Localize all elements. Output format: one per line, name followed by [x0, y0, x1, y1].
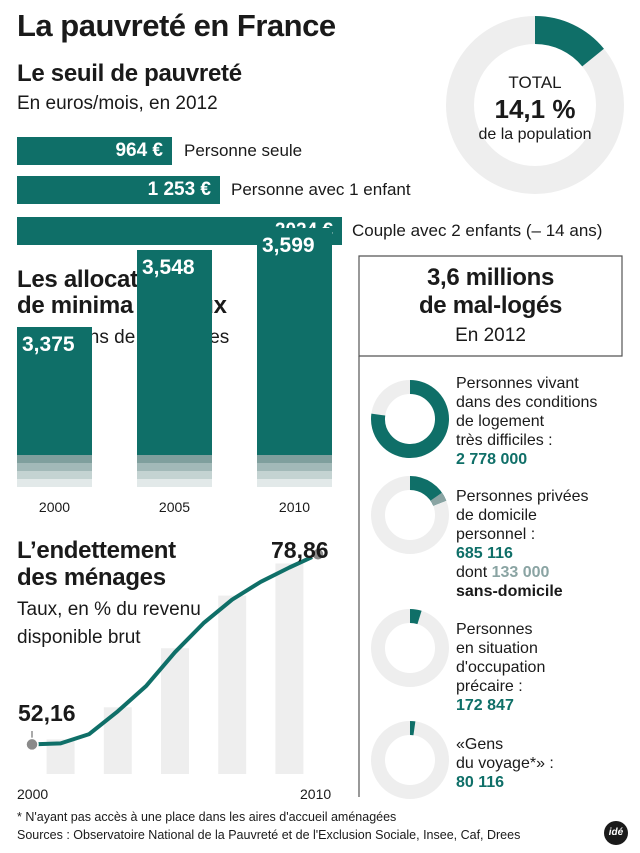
dette-bg-column	[218, 595, 247, 774]
minima-bar-2005	[137, 250, 212, 487]
footnote: * N'ayant pas accès à une place dans les…	[17, 810, 397, 824]
dette-point	[311, 547, 325, 562]
minima-bar-stripe	[17, 470, 92, 479]
seuil-bar-personne-seule: 964 €	[17, 137, 172, 165]
minima-bar-stripe	[137, 454, 212, 463]
mallog-subtitle: En 2012	[455, 325, 526, 346]
mallog-frame	[358, 255, 623, 797]
minima-year-label: 2005	[158, 499, 191, 515]
dette-subtitle-line2: disponible brut	[17, 627, 141, 648]
minima-bar-stripe	[257, 470, 332, 479]
mallog-ring	[371, 380, 449, 458]
mallog-item-text: «Gens	[456, 736, 504, 753]
mallog-item-text: très difficiles :	[456, 432, 553, 449]
dette-point	[25, 737, 39, 752]
dette-bg-column	[275, 563, 304, 774]
mallog-item-text: Personnes privées	[456, 488, 589, 505]
dette-end-label: 78,86	[271, 537, 329, 563]
mallog-item-number: 685 116	[456, 545, 513, 562]
total-caption: de la population	[478, 126, 592, 143]
mallog-item-text: personnel :	[456, 526, 536, 543]
mallog-item-text: dans des conditions	[456, 394, 598, 411]
seuil-subtitle: En euros/mois, en 2012	[17, 93, 218, 114]
minima-bar-2010	[257, 227, 332, 487]
mallog-item-text: d'occupation	[456, 659, 546, 676]
seuil-bar-label: Personne seule	[184, 141, 303, 160]
dette-x-end: 2010	[300, 786, 332, 802]
seuil-bar-label: Personne avec 1 enfant	[231, 180, 411, 199]
minima-bar-value: 3,548	[142, 256, 195, 280]
mallog-ring-slice	[371, 380, 449, 458]
dette-chart	[25, 547, 325, 774]
seuil-bar-personne-enfant: 1 253 €	[17, 176, 220, 204]
mallog-ring-track	[371, 721, 449, 799]
mallog-ring	[371, 608, 449, 687]
mallog-ring-sub-slice	[430, 492, 447, 506]
minima-bar-stripe	[137, 470, 212, 479]
mallog-item-text: précaire :	[456, 678, 523, 695]
minima-bar-stripe	[137, 478, 212, 487]
total-donut-slice	[534, 16, 604, 67]
ide-logo: idé	[604, 821, 628, 845]
seuil-bar-label: Couple avec 2 enfants (– 14 ans)	[352, 221, 603, 240]
mallog-item-text: du voyage*» :	[456, 755, 554, 772]
mallog-item-sub-number: 133 000	[491, 564, 550, 581]
mallog-item-dont: dont 133 000	[456, 563, 589, 582]
mallog-title-line1: 3,6 millions	[426, 264, 555, 291]
mallog-item-number: 2 778 000	[456, 451, 528, 468]
mallog-item-number: 80 116	[456, 774, 505, 791]
dette-x-start: 2000	[17, 786, 49, 802]
minima-bar-stripe	[257, 454, 332, 463]
dette-title-line1: L’endettement	[17, 537, 176, 564]
minima-bar-stripe	[257, 478, 332, 487]
total-donut	[446, 16, 624, 194]
dette-subtitle-line1: Taux, en % du revenu	[17, 599, 201, 620]
mallog-item-text: en situation	[456, 640, 538, 657]
mallog-item-text: de logement	[456, 413, 545, 430]
minima-year-label: 2000	[38, 499, 71, 515]
mallog-item-sub-label: sans-domicile	[456, 583, 563, 600]
minima-bar-stripe	[17, 478, 92, 487]
page-title: La pauvreté en France	[17, 8, 336, 43]
seuil-title: Le seuil de pauvreté	[17, 60, 242, 87]
minima-bar-stripe	[257, 462, 332, 471]
dette-title-line2: des ménages	[17, 564, 166, 591]
minima-bar-stripe	[17, 454, 92, 463]
total-label: TOTAL	[508, 73, 562, 92]
mallog-item-text: Personnes vivant	[456, 375, 579, 392]
minima-bar-2000	[17, 327, 92, 487]
minima-year-label: 2010	[278, 499, 311, 515]
mallog-item-1: Personnes vivant dans des conditions de …	[456, 374, 597, 469]
mallog-title-line2: de mal-logés	[418, 292, 563, 319]
mallog-dont-word: dont	[456, 564, 488, 581]
minima-bar-value: 3,599	[262, 233, 315, 257]
dette-start-label: 52,16	[18, 700, 76, 726]
mallog-ring-slice	[409, 608, 422, 625]
mallog-ring-track	[371, 609, 449, 687]
mallog-item-3: Personnes en situation d'occupation préc…	[456, 620, 545, 715]
mallog-ring	[371, 721, 449, 799]
minima-bar-stripe	[137, 462, 212, 471]
mallog-item-number: 172 847	[456, 697, 514, 714]
sources: Sources : Observatoire National de la Pa…	[17, 828, 521, 842]
dette-bg-column	[161, 648, 189, 774]
minima-bar-stripe	[17, 462, 92, 471]
mallog-item-text: Personnes	[456, 621, 533, 638]
mallog-item-4: «Gens du voyage*» : 80 116	[456, 735, 554, 792]
mallog-ring	[371, 476, 449, 554]
mallog-item-text: de domicile	[456, 507, 537, 524]
mallog-item-2: Personnes privées de domicile personnel …	[456, 487, 589, 601]
dette-line	[31, 552, 319, 747]
total-value: 14,1 %	[494, 94, 576, 124]
minima-bar-value: 3,375	[22, 333, 75, 357]
